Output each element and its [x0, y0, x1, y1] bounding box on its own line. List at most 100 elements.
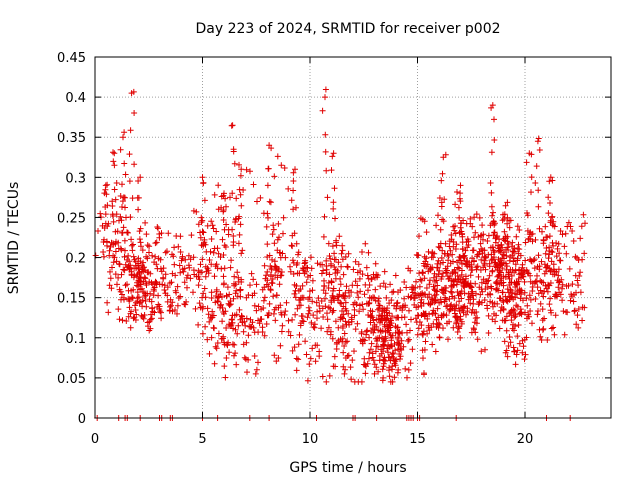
data-point [523, 159, 530, 166]
data-point [546, 301, 553, 308]
data-point [369, 314, 376, 321]
data-point [501, 211, 508, 218]
data-point [395, 366, 402, 373]
data-point [359, 271, 366, 278]
data-point [367, 307, 374, 314]
data-point [448, 289, 455, 296]
data-point [240, 341, 247, 348]
data-point [294, 270, 301, 277]
data-point [221, 226, 228, 233]
data-point [328, 260, 335, 267]
data-point [245, 356, 252, 363]
data-point [539, 317, 546, 324]
data-point [209, 222, 216, 229]
data-point [418, 277, 425, 284]
y-axis-label: SRMTID / TECUs [6, 182, 22, 295]
data-point [216, 293, 223, 300]
data-point [279, 250, 286, 257]
data-point [307, 355, 314, 362]
data-point [574, 312, 581, 319]
data-point [427, 277, 433, 284]
data-point [104, 181, 111, 188]
data-point [561, 243, 568, 250]
data-point [127, 262, 134, 269]
data-point [567, 297, 574, 304]
data-point [243, 315, 250, 322]
data-point [523, 295, 530, 302]
data-point [370, 329, 377, 336]
data-point [271, 173, 278, 180]
data-point [303, 351, 310, 358]
data-point [259, 324, 266, 331]
data-point [208, 315, 215, 321]
data-point [433, 273, 440, 280]
data-point [353, 301, 360, 308]
data-point [480, 231, 487, 238]
data-point [358, 329, 365, 335]
data-point [344, 264, 351, 271]
data-point [485, 312, 492, 319]
data-point [339, 256, 346, 263]
data-point [364, 327, 371, 334]
data-point [555, 272, 562, 279]
data-point [536, 225, 543, 232]
data-point [413, 319, 420, 326]
data-point [221, 280, 227, 287]
data-point [365, 275, 372, 282]
data-point [473, 309, 480, 315]
data-point [119, 317, 126, 324]
data-point [489, 102, 496, 109]
data-point [258, 316, 265, 323]
data-point [527, 236, 534, 243]
data-point [522, 257, 529, 264]
data-point [226, 349, 233, 356]
data-point [388, 353, 395, 360]
data-point [504, 214, 511, 221]
data-point [498, 241, 505, 248]
data-point [527, 308, 534, 314]
data-point [265, 214, 271, 221]
data-point [380, 280, 387, 287]
data-point [295, 249, 302, 256]
data-point [548, 309, 555, 316]
data-point [339, 335, 346, 342]
data-point [488, 149, 495, 156]
data-point [124, 229, 130, 236]
data-point [135, 255, 142, 262]
data-point [201, 239, 208, 246]
data-point [507, 286, 514, 293]
data-point [211, 273, 218, 280]
data-point [288, 197, 295, 204]
data-point [237, 286, 244, 293]
data-point [160, 274, 167, 281]
data-point [221, 242, 228, 249]
data-point [345, 319, 352, 326]
data-point [500, 306, 507, 313]
data-point [556, 250, 563, 257]
data-point [514, 257, 521, 264]
data-point [381, 268, 388, 275]
data-point [213, 228, 220, 235]
data-point [247, 282, 253, 289]
data-point [453, 281, 460, 288]
data-point [199, 217, 206, 224]
data-point [271, 240, 278, 247]
data-point [190, 267, 197, 274]
data-point [121, 129, 128, 136]
data-point [507, 339, 514, 346]
data-point [459, 267, 465, 274]
data-point [299, 282, 306, 289]
data-point [571, 307, 578, 314]
data-point [126, 296, 133, 303]
data-point [394, 299, 401, 306]
data-point [230, 242, 237, 249]
data-point [435, 212, 441, 219]
data-point [264, 254, 271, 260]
data-point [501, 338, 508, 345]
data-point [306, 361, 313, 368]
data-point [470, 325, 477, 332]
data-point [306, 288, 313, 295]
data-point [514, 281, 521, 287]
data-point [273, 292, 280, 299]
data-point [370, 317, 377, 324]
